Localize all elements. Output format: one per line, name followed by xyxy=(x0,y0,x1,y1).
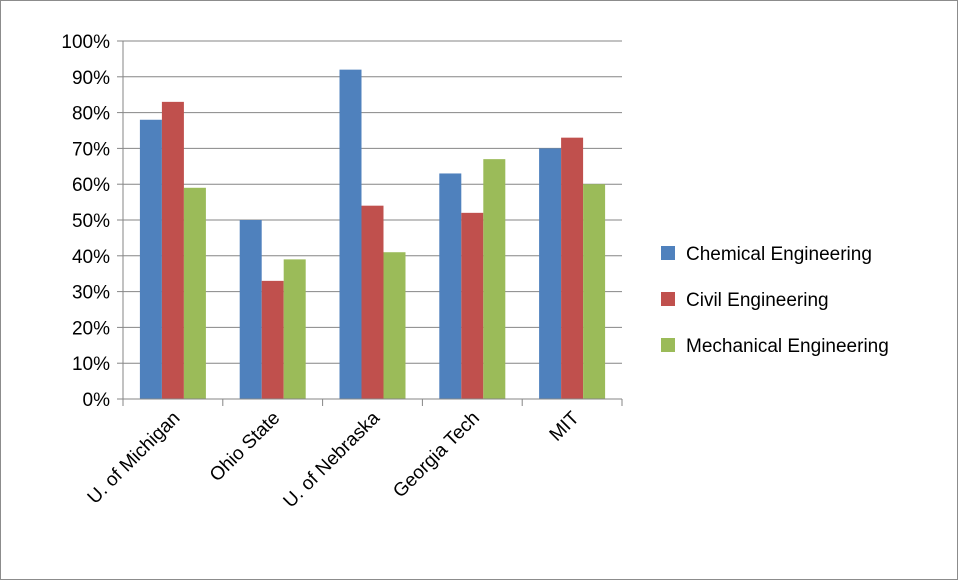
bar-civil-engineering-4 xyxy=(561,137,584,399)
bar-civil-engineering-3 xyxy=(461,212,484,399)
legend-label: Civil Engineering xyxy=(686,290,829,311)
y-tick-label: 80% xyxy=(72,104,110,125)
bar-chemical-engineering-4 xyxy=(539,148,562,399)
x-tick-label: Georgia Tech xyxy=(389,408,484,503)
bars xyxy=(139,69,606,400)
y-tick-label: 70% xyxy=(72,139,110,160)
bar-mechanical-engineering-0 xyxy=(183,187,206,399)
legend-label: Mechanical Engineering xyxy=(686,336,889,357)
x-tick-label: MIT xyxy=(546,407,584,445)
legend-swatch xyxy=(661,292,675,306)
x-tick-label: Ohio State xyxy=(206,408,284,486)
bar-mechanical-engineering-2 xyxy=(383,252,406,399)
bar-civil-engineering-2 xyxy=(361,205,384,399)
y-tick-label: 30% xyxy=(72,283,110,304)
bar-chemical-engineering-3 xyxy=(439,173,462,399)
bar-civil-engineering-1 xyxy=(261,280,284,399)
y-tick-label: 100% xyxy=(61,32,110,53)
y-tick-label: 90% xyxy=(72,68,110,89)
bar-mechanical-engineering-4 xyxy=(583,184,606,399)
bar-chemical-engineering-2 xyxy=(339,69,362,399)
y-tick-label: 0% xyxy=(83,390,111,411)
legend-swatch xyxy=(661,338,675,352)
y-tick-label: 10% xyxy=(72,354,110,375)
bar-mechanical-engineering-1 xyxy=(283,259,306,399)
legend-swatch xyxy=(661,246,675,260)
y-tick-label: 50% xyxy=(72,211,110,232)
y-tick-label: 20% xyxy=(72,318,110,339)
x-tick-label: U. of Michigan xyxy=(84,408,185,509)
x-tick-label: U. of Nebraska xyxy=(280,407,385,512)
y-tick-label: 40% xyxy=(72,247,110,268)
y-tick-labels: 0% 10% 20% 30% 40% 50% 60% 70% 80% 90% 100% xyxy=(61,32,110,411)
bar-mechanical-engineering-3 xyxy=(483,159,506,399)
bar-civil-engineering-0 xyxy=(161,101,184,400)
y-tick-label: 60% xyxy=(72,175,110,196)
bar-chemical-engineering-1 xyxy=(239,220,262,399)
legend: Chemical Engineering Civil Engineering Mec… xyxy=(661,244,889,357)
legend-label: Chemical Engineering xyxy=(686,244,872,265)
axes xyxy=(117,40,623,406)
bar-chemical-engineering-0 xyxy=(139,119,162,399)
